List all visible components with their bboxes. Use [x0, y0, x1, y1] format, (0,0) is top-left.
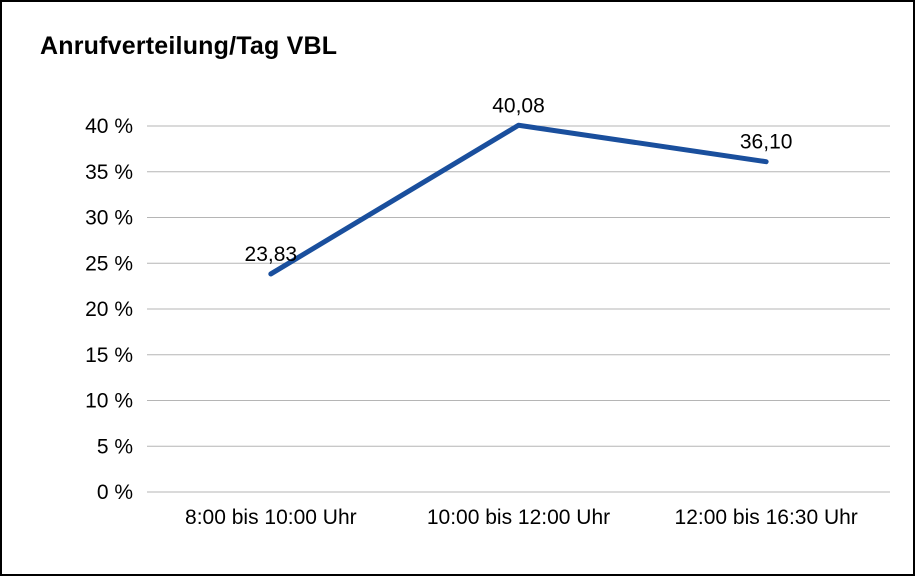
data-line [268, 122, 769, 277]
y-tick-label: 25 % [85, 252, 133, 275]
y-tick-label: 10 % [85, 390, 133, 413]
x-axis-category-labels: 8:00 bis 10:00 Uhr 10:00 bis 12:00 Uhr 12:… [185, 506, 858, 529]
y-tick-label: 30 % [85, 207, 133, 230]
y-tick-label: 5 % [97, 435, 133, 458]
data-point-label: 40,08 [492, 94, 545, 117]
y-tick-label: 35 % [85, 161, 133, 184]
data-point-label: 23,83 [245, 243, 298, 266]
x-category-label: 12:00 bis 16:30 Uhr [675, 506, 858, 529]
y-tick-label: 40 % [85, 115, 133, 138]
y-tick-label: 20 % [85, 298, 133, 321]
x-category-label: 8:00 bis 10:00 Uhr [185, 506, 357, 529]
x-category-label: 10:00 bis 12:00 Uhr [427, 506, 610, 529]
y-tick-label: 15 % [85, 344, 133, 367]
y-tick-label: 0 % [97, 481, 133, 504]
y-axis-tick-labels: 0 % 5 % 10 % 15 % 20 % 25 % 30 % 35 % 40 % [85, 115, 133, 504]
chart-title: Anrufverteilung/Tag VBL [40, 32, 338, 60]
gridlines [147, 125, 890, 493]
data-point-label: 36,10 [740, 131, 793, 154]
data-point-labels: 23,83 40,08 36,10 [245, 94, 793, 266]
